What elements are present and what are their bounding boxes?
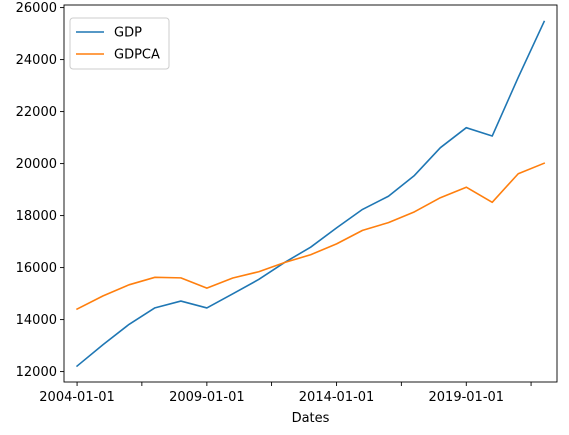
x-axis-label: Dates: [292, 411, 330, 426]
y-tick-label: 14000: [16, 313, 57, 328]
axes-layer: [63, 4, 558, 383]
y-tick-label: 24000: [16, 53, 57, 68]
legend-box: [69, 17, 170, 70]
x-tick-label: 2019-01-01: [429, 390, 505, 405]
y-tick-label: 18000: [16, 209, 57, 224]
x-tick-label: 2009-01-01: [169, 390, 245, 405]
x-tick-label: 2014-01-01: [299, 390, 375, 405]
series-layer: [75, 20, 546, 368]
ticks-layer: 12000 14000 16000 18000 20000 22000 24000 26000…: [16, 1, 532, 405]
y-tick-label: 26000: [16, 1, 57, 16]
y-tick-label: 22000: [16, 105, 57, 120]
legend: GDP GDPCA: [69, 17, 170, 70]
y-tick-label: 12000: [16, 365, 57, 380]
legend-label-gdpca: GDPCA: [114, 48, 160, 63]
legend-label-gdp: GDP: [114, 26, 142, 41]
y-tick-label: 16000: [16, 261, 57, 276]
x-tick-label: 2004-01-01: [39, 390, 115, 405]
y-tick-label: 20000: [16, 157, 57, 172]
plot-frame: [63, 4, 558, 383]
